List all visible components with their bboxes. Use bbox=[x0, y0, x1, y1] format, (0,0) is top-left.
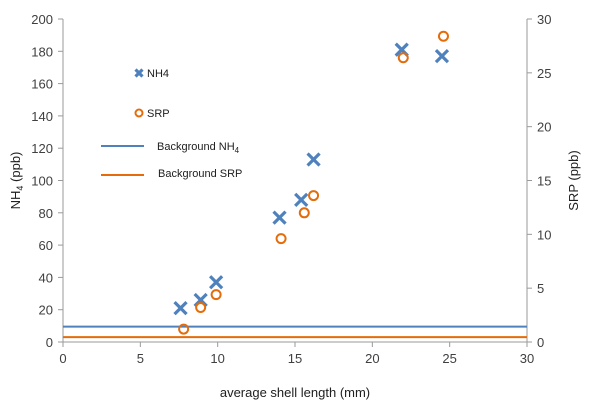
left-y-tick-label: 160 bbox=[31, 77, 53, 92]
left-y-tick-label: 140 bbox=[31, 109, 53, 124]
right-y-tick-label: 10 bbox=[537, 227, 551, 242]
right-y-tick-label: 15 bbox=[537, 174, 551, 189]
nh4-point bbox=[208, 275, 224, 290]
legend-background-nh4-label: Background NH4 bbox=[157, 141, 240, 155]
legend-background-srp-label: Background SRP bbox=[158, 168, 242, 180]
x-tick-label: 20 bbox=[365, 351, 379, 366]
right-y-tick-label: 30 bbox=[537, 12, 551, 27]
srp-point bbox=[275, 233, 287, 245]
nh4-point bbox=[434, 49, 450, 64]
srp-point bbox=[437, 30, 449, 42]
srp-point bbox=[178, 323, 190, 335]
legend-srp-marker bbox=[134, 108, 144, 118]
nh4-point bbox=[272, 210, 287, 225]
left-y-tick-label: 80 bbox=[39, 206, 53, 221]
right-y-tick-label: 20 bbox=[537, 120, 551, 135]
left-y-tick-label: 100 bbox=[31, 174, 53, 189]
x-axis-title: average shell length (mm) bbox=[220, 385, 370, 400]
left-y-tick-label: 20 bbox=[39, 303, 53, 318]
nh4-point bbox=[306, 152, 321, 167]
left-y-tick-label: 200 bbox=[31, 12, 53, 27]
x-tick-label: 10 bbox=[210, 351, 224, 366]
x-tick-label: 0 bbox=[59, 351, 66, 366]
right-y-axis-title: SRP (ppb) bbox=[566, 150, 581, 210]
left-y-tick-label: 60 bbox=[39, 238, 53, 253]
srp-point bbox=[308, 190, 320, 202]
legend-nh4-label: NH4 bbox=[147, 68, 169, 80]
data-points bbox=[173, 30, 450, 335]
left-y-tick-label: 120 bbox=[31, 141, 53, 156]
nh4-point bbox=[173, 300, 188, 316]
right-y-tick-label: 5 bbox=[537, 281, 544, 296]
background-lines bbox=[63, 325, 527, 339]
plot-area bbox=[62, 19, 528, 343]
left-y-axis-title: NH4 (ppb) bbox=[8, 152, 25, 210]
right-y-tick-label: 25 bbox=[537, 66, 551, 81]
left-y-tick-label: 0 bbox=[46, 335, 53, 350]
x-tick-label: 30 bbox=[520, 351, 534, 366]
srp-point bbox=[298, 207, 310, 219]
legend-nh4-marker bbox=[134, 68, 144, 78]
x-tick-label: 25 bbox=[442, 351, 456, 366]
left-y-tick-label: 40 bbox=[39, 270, 53, 285]
srp-point bbox=[210, 289, 222, 301]
legend-srp-label: SRP bbox=[147, 108, 170, 120]
nh4-point bbox=[294, 192, 309, 208]
legend: NH4 SRP Background NH4 Background SRP bbox=[101, 68, 242, 180]
x-tick-label: 15 bbox=[288, 351, 302, 366]
left-y-tick-label: 180 bbox=[31, 44, 53, 59]
right-y-tick-label: 0 bbox=[537, 335, 544, 350]
tick-labels: 0 5 10 15 20 25 300204060801001201401601802000… bbox=[31, 12, 551, 366]
srp-point bbox=[397, 52, 409, 64]
x-tick-label: 5 bbox=[137, 351, 144, 366]
srp-point bbox=[195, 302, 207, 314]
